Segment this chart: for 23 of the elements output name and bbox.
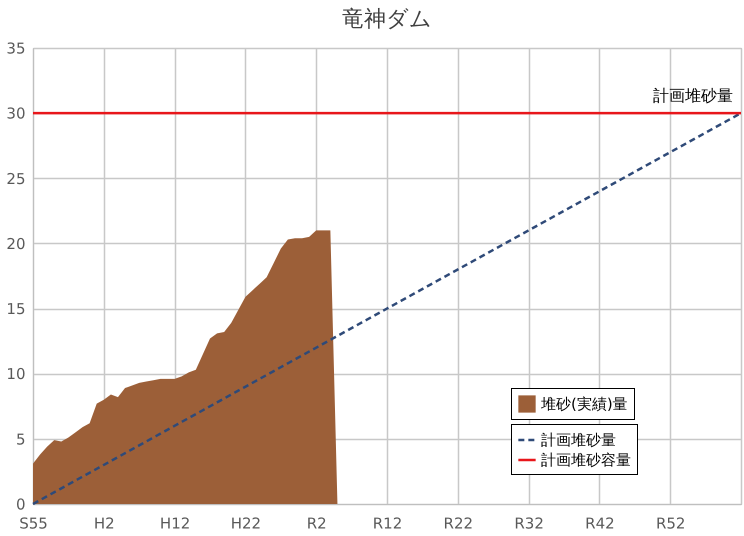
y-tick-label: 0 [16, 496, 26, 514]
y-tick-label: 30 [6, 104, 26, 123]
x-tick-label: R42 [585, 514, 615, 532]
y-tick-label: 25 [6, 170, 26, 188]
x-tick-label: R52 [656, 514, 686, 532]
x-tick-label: S55 [19, 514, 48, 532]
x-tick-label: H22 [230, 514, 262, 532]
annotation: 計画堆砂量 [653, 86, 733, 106]
legend-label: 計画堆砂量 [541, 431, 616, 449]
y-tick-label: 15 [6, 300, 26, 318]
y-tick-label: 20 [6, 234, 26, 253]
x-tick-label: R32 [514, 514, 544, 532]
y-tick-label: 5 [16, 430, 26, 448]
y-tick-label: 10 [6, 365, 26, 384]
chart-title: 竜神ダム [342, 7, 432, 32]
x-tick-label: R22 [444, 514, 474, 532]
legend-label: 堆砂(実績)量 [540, 395, 628, 413]
x-tick-label: R12 [372, 514, 402, 532]
x-tick-label: H2 [94, 514, 115, 532]
x-tick-label: R2 [306, 514, 327, 532]
x-tick-label: H12 [160, 514, 190, 532]
y-tick-label: 35 [6, 40, 26, 58]
legend-label: 計画堆砂容量 [541, 451, 631, 469]
